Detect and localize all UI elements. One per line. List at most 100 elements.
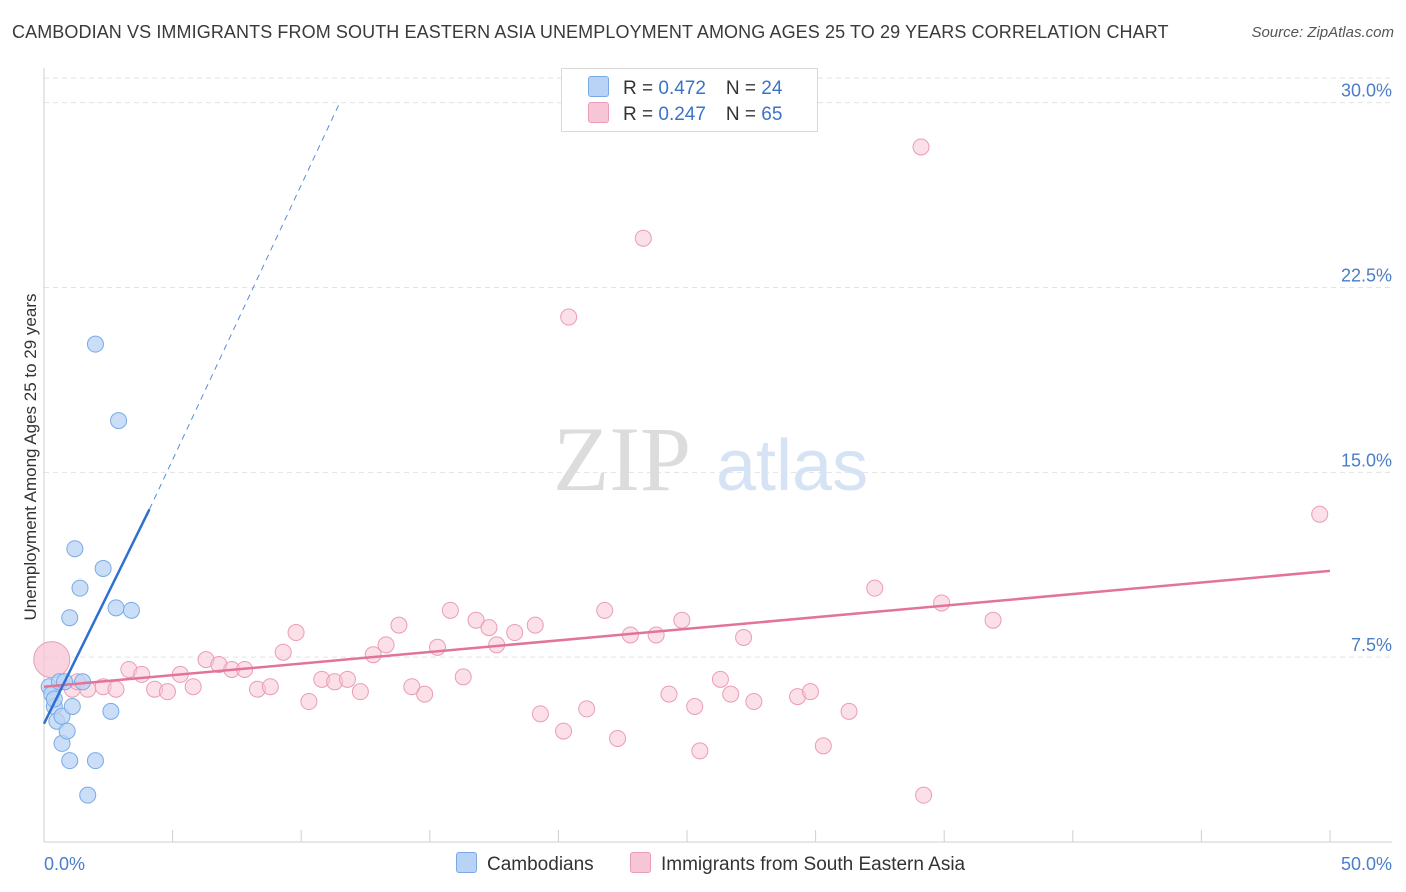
legend-r-value: 0.472 xyxy=(658,78,706,99)
cambodians-point xyxy=(66,540,84,558)
immigrants-point xyxy=(555,722,573,740)
immigrants-point xyxy=(596,601,614,619)
immigrants-trend-line xyxy=(43,569,1331,688)
cambodians-point xyxy=(102,702,120,720)
cambodians-point xyxy=(53,707,71,725)
immigrants-point xyxy=(984,611,1002,629)
immigrants-point xyxy=(634,229,652,247)
bottom-legend-label: Cambodians xyxy=(487,854,594,875)
immigrants-point xyxy=(814,737,832,755)
immigrants-point xyxy=(609,729,627,747)
x-tick-label: 0.0% xyxy=(44,854,85,874)
correlation-legend: R = 0.472 N = 24 R = 0.247 N = 65 xyxy=(561,68,818,132)
watermark-atlas: atlas xyxy=(716,426,868,506)
cambodians-point xyxy=(79,786,97,804)
bottom-legend-swatch-blue xyxy=(456,852,477,873)
immigrants-point xyxy=(933,594,951,612)
legend-r-label: R = xyxy=(623,104,659,125)
cambodians-point xyxy=(107,599,125,617)
immigrants-point xyxy=(377,636,395,654)
gridlines xyxy=(44,77,1392,658)
legend-row-cambodians: R = 0.472 N = 24 xyxy=(588,76,782,100)
cambodians-point xyxy=(61,752,79,770)
bottom-legend-immigrants: Immigrants from South Eastern Asia xyxy=(630,852,965,876)
immigrants-point xyxy=(735,628,753,646)
immigrants-point xyxy=(351,683,369,701)
immigrants-point xyxy=(691,742,709,760)
y-tick-label: 22.5% xyxy=(1341,265,1392,285)
watermark: ZIP atlas xyxy=(553,408,868,510)
cambodians-point xyxy=(63,697,81,715)
immigrants-point xyxy=(416,685,434,703)
immigrants-point xyxy=(338,670,356,688)
immigrants-point xyxy=(526,616,544,634)
immigrants-point xyxy=(915,786,933,804)
immigrants-point xyxy=(274,643,292,661)
series-immigrants-points xyxy=(33,138,1329,804)
immigrants-point xyxy=(673,611,691,629)
immigrants-point xyxy=(390,616,408,634)
legend-swatch-pink xyxy=(588,102,609,123)
immigrants-point xyxy=(711,670,729,688)
immigrants-point xyxy=(454,668,472,686)
y-tick-label: 15.0% xyxy=(1341,450,1392,470)
immigrants-point xyxy=(287,624,305,642)
legend-row-immigrants: R = 0.247 N = 65 xyxy=(588,102,782,126)
chart-title: CAMBODIAN VS IMMIGRANTS FROM SOUTH EASTE… xyxy=(12,22,1169,42)
bottom-legend-label: Immigrants from South Eastern Asia xyxy=(661,854,966,875)
immigrants-point xyxy=(33,641,71,679)
legend-n-label: N = xyxy=(725,104,762,125)
immigrants-point xyxy=(133,665,151,683)
axes xyxy=(43,68,1392,843)
immigrants-point xyxy=(1311,505,1329,523)
immigrants-point xyxy=(660,685,678,703)
immigrants-point xyxy=(506,624,524,642)
immigrants-point xyxy=(261,678,279,696)
y-axis-title: Unemployment Among Ages 25 to 29 years xyxy=(21,294,40,621)
immigrants-point xyxy=(300,693,318,711)
x-axis-labels: 0.0% 50.0% xyxy=(44,854,1392,874)
immigrants-point xyxy=(467,611,485,629)
cambodians-point xyxy=(94,559,112,577)
cambodians-trend-extension xyxy=(148,102,341,510)
trend-lines xyxy=(42,102,1331,725)
y-tick-label: 7.5% xyxy=(1351,635,1392,655)
immigrants-point xyxy=(745,693,763,711)
x-axis-ticks xyxy=(172,830,1331,842)
legend-r-value: 0.247 xyxy=(658,104,706,125)
watermark-zip: ZIP xyxy=(553,408,691,510)
cambodians-point xyxy=(61,609,79,627)
immigrants-point xyxy=(647,626,665,644)
immigrants-point xyxy=(158,683,176,701)
series-cambodians-points xyxy=(40,335,140,804)
immigrants-point xyxy=(403,678,421,696)
legend-n-value: 65 xyxy=(761,104,783,125)
immigrants-point xyxy=(686,697,704,715)
immigrants-point xyxy=(560,308,578,326)
legend-r-label: R = xyxy=(623,78,659,99)
immigrants-point xyxy=(531,705,549,723)
cambodians-trend-line xyxy=(42,508,151,725)
legend-n-label: N = xyxy=(725,78,762,99)
immigrants-point xyxy=(107,680,125,698)
source-label: Source: ZipAtlas.com xyxy=(1251,24,1394,41)
immigrants-point xyxy=(441,601,459,619)
immigrants-point xyxy=(866,579,884,597)
cambodians-point xyxy=(86,752,104,770)
x-tick-label: 50.0% xyxy=(1341,854,1392,874)
cambodians-point xyxy=(71,579,89,597)
y-axis-labels: 7.5% 15.0% 22.5% 30.0% xyxy=(1341,81,1392,656)
legend-swatch-blue xyxy=(588,76,609,97)
y-tick-label: 30.0% xyxy=(1341,81,1392,101)
immigrants-point xyxy=(578,700,596,718)
legend-n-value: 24 xyxy=(761,78,783,99)
immigrants-point xyxy=(184,678,202,696)
bottom-legend-swatch-pink xyxy=(630,852,651,873)
immigrants-point xyxy=(801,683,819,701)
cambodians-point xyxy=(58,722,76,740)
bottom-legend-cambodians: Cambodians xyxy=(456,852,594,876)
cambodians-point xyxy=(86,335,104,353)
immigrants-point xyxy=(840,702,858,720)
immigrants-point xyxy=(480,619,498,637)
